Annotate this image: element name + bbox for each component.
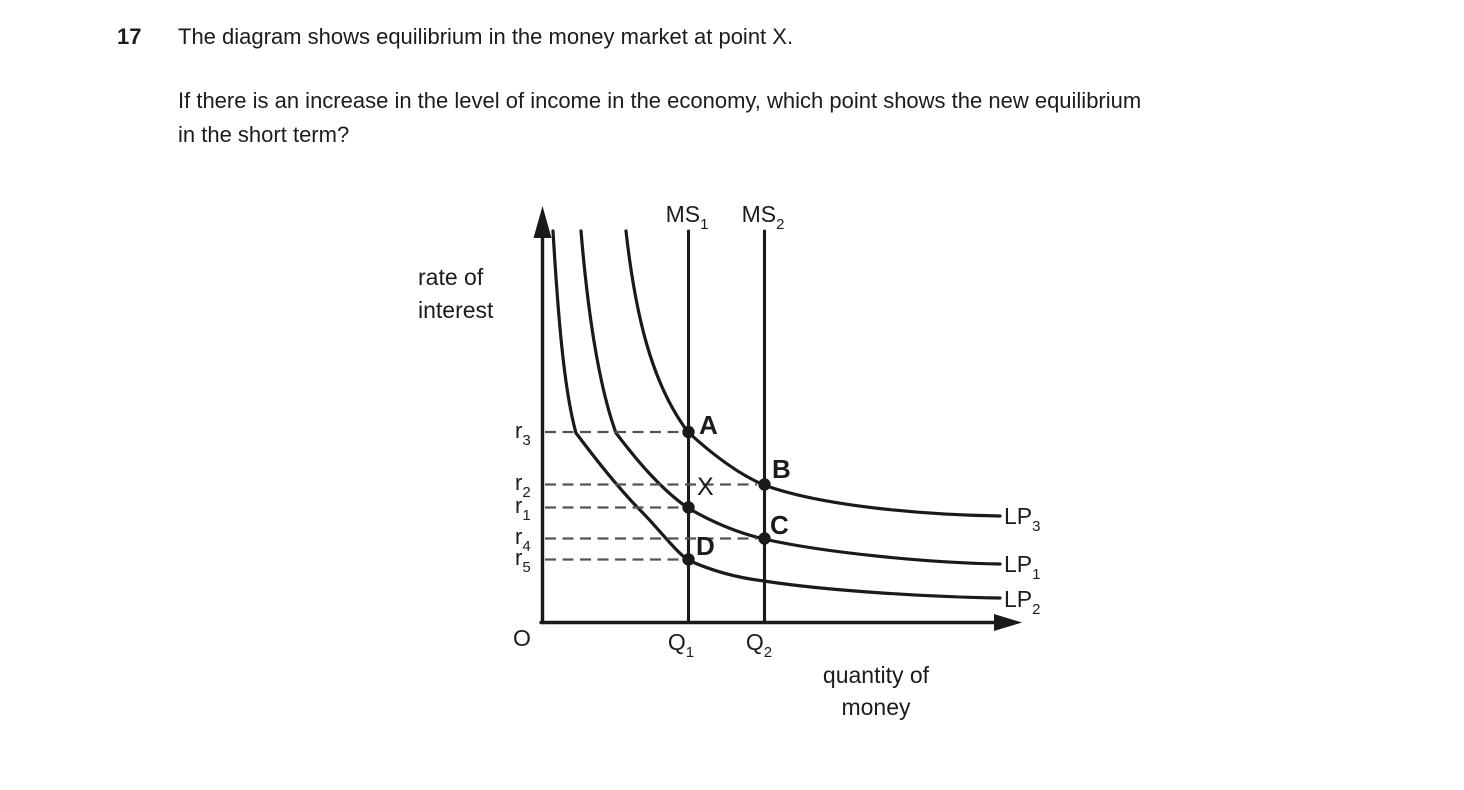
lp2-base: LP — [1004, 586, 1033, 612]
r3-base: r — [515, 418, 523, 443]
y-axis-title-line2: interest — [418, 297, 494, 323]
ms2-base: MS — [741, 201, 777, 227]
rate-r3-label: r3 — [515, 418, 531, 450]
x-axis-title-line1: quantity of — [822, 662, 930, 688]
question-body-line1: If there is an increase in the level of … — [178, 88, 1142, 113]
question-intro: The diagram shows equilibrium in the mon… — [178, 24, 794, 49]
point-b-label: B — [772, 454, 791, 484]
x-axis-title: quantity of money — [823, 662, 929, 721]
lp1-label: LP1 — [1004, 551, 1041, 583]
point-c-label: C — [770, 510, 789, 540]
r5-base: r — [515, 545, 523, 570]
q1-label: Q1 — [667, 629, 695, 661]
question-number: 17 — [117, 24, 142, 49]
r4-sub: 4 — [522, 538, 531, 555]
origin-label: O — [513, 625, 531, 651]
x-axis-title-line2: money — [841, 694, 911, 720]
ms1-label: MS1 — [665, 201, 709, 233]
q1-sub: 1 — [685, 644, 695, 661]
lp3-base: LP — [1004, 503, 1033, 529]
lp2-label: LP2 — [1004, 586, 1041, 618]
q2-base: Q — [745, 629, 764, 655]
point-c-dot — [758, 532, 771, 545]
point-x-label: X — [697, 473, 714, 501]
q1-base: Q — [667, 629, 686, 655]
x-axis-arrowhead — [994, 614, 1022, 631]
rate-r2-label: r2 — [515, 470, 531, 502]
lp3-curve — [624, 229, 1002, 518]
y-axis-title-line1: rate of — [418, 264, 484, 290]
point-d-dot — [682, 553, 695, 566]
point-x-dot — [682, 501, 695, 514]
y-axis-title: rate of interest — [418, 264, 493, 324]
lp2-curve — [551, 229, 1002, 600]
ms2-label: MS2 — [741, 201, 785, 233]
point-d-label: D — [696, 531, 715, 561]
lp2-sub: 2 — [1032, 601, 1041, 618]
lp1-base: LP — [1004, 551, 1033, 577]
y-axis-arrowhead — [533, 206, 552, 238]
rate-r5-label: r5 — [515, 545, 531, 577]
q2-label: Q2 — [745, 629, 773, 661]
ms1-sub: 1 — [700, 216, 709, 233]
r4-base: r — [515, 524, 523, 549]
point-b-dot — [758, 478, 771, 491]
point-a-dot — [682, 425, 695, 439]
ms1-base: MS — [665, 201, 701, 227]
r2-base: r — [515, 470, 523, 495]
question-body-line2: in the short term? — [178, 122, 350, 147]
lp3-sub: 3 — [1032, 518, 1041, 535]
r1-base: r — [515, 493, 523, 518]
rate-r1-label: r1 — [515, 493, 531, 525]
lp3-label: LP3 — [1004, 503, 1041, 535]
r3-sub: 3 — [522, 432, 531, 449]
point-a-label: A — [699, 410, 718, 440]
r1-sub: 1 — [522, 507, 531, 524]
ms2-sub: 2 — [776, 216, 785, 233]
lp1-sub: 1 — [1032, 566, 1041, 583]
rate-r4-label: r4 — [515, 524, 531, 556]
r2-sub: 2 — [522, 484, 531, 501]
r5-sub: 5 — [522, 559, 531, 576]
q2-sub: 2 — [763, 644, 773, 661]
